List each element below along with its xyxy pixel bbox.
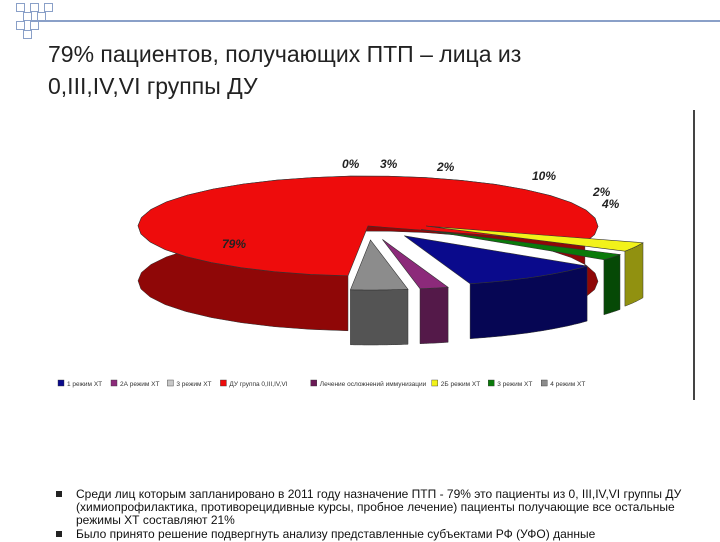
pie-slice-side — [350, 289, 409, 346]
legend-entry: 3 режим ХТ — [176, 381, 211, 388]
pie-slice — [404, 235, 588, 285]
pie-slice-side — [624, 242, 644, 307]
pie-slice — [421, 229, 622, 261]
header-rule — [30, 20, 720, 22]
bullet-list: Среди лиц которым запланировано в 2011 г… — [48, 488, 708, 542]
pie-data-label: 2% — [592, 185, 611, 199]
legend-entry: Лечение осложнений иммунизации — [320, 380, 427, 388]
legend-entry: ДУ группа 0,III,IV,VI — [229, 381, 287, 388]
pie-slice — [426, 225, 644, 252]
pie-data-label: 4% — [601, 197, 620, 211]
title-line-2: 0,III,IV,VI группы ДУ — [48, 73, 258, 99]
bullet-text: Среди лиц которым запланировано в 2011 г… — [76, 487, 682, 527]
pie-slice — [137, 175, 599, 277]
pie-data-label: 10% — [532, 169, 556, 183]
pie-slice-side — [603, 254, 621, 315]
pie-slice — [349, 239, 409, 291]
pie-slice-side — [419, 287, 449, 344]
pie-slice — [382, 239, 449, 289]
legend-entry: 4 режим ХТ — [550, 381, 585, 388]
pie-data-label: 79% — [222, 237, 246, 251]
bullet-text: Было принято решение подвергнуть анализу… — [76, 527, 596, 541]
bullet-marker — [56, 531, 62, 537]
legend-swatch — [488, 379, 495, 387]
right-divider — [693, 110, 695, 400]
pie-data-label: 2% — [436, 160, 455, 174]
legend-swatch — [110, 379, 118, 387]
bullet-item: Среди лиц которым запланировано в 2011 г… — [48, 488, 708, 527]
title-line-1: 79% пациентов, получающих ПТП – лица из — [48, 41, 522, 67]
legend-swatch — [310, 379, 317, 387]
legend-swatch — [220, 379, 227, 387]
legend-entry: 2Б режим ХТ — [441, 381, 480, 388]
pie-chart: 79% 3% 2% 10% 2% 4% 0% 1 режим ХТ 2А режим ХТ 3 р… — [40, 108, 696, 398]
bullet-marker — [56, 491, 62, 497]
pie-data-label: 0% — [342, 157, 360, 171]
pie-chart-svg: 79%3% 2%10%2%4%0%1 режим ХТ 2А режим ХТ 3 р… — [57, 157, 644, 388]
legend-swatch — [431, 379, 438, 387]
legend-swatch — [167, 379, 174, 387]
bullet-item: Было принято решение подвергнуть анализу… — [48, 528, 708, 541]
legend-swatch — [541, 379, 548, 387]
legend-entry: 3 режим ХТ — [497, 381, 532, 388]
legend-entry: 1 режим ХТ — [67, 381, 102, 388]
legend-swatch — [57, 379, 65, 387]
pie-data-label: 3% — [380, 157, 398, 171]
legend-entry: 2А режим ХТ — [120, 381, 160, 388]
slide-title: 79% пациентов, получающих ПТП – лица из … — [48, 38, 688, 102]
